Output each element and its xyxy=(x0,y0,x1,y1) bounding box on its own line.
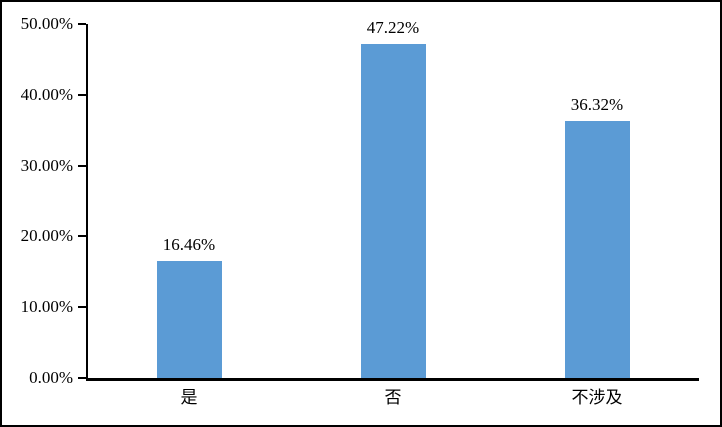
y-tick-label: 30.00% xyxy=(20,155,73,175)
y-tick-mark xyxy=(78,235,86,238)
y-tick-label: 50.00% xyxy=(20,14,73,33)
y-tick-mark xyxy=(78,377,86,379)
x-category-label: 不涉及 xyxy=(571,388,623,407)
y-tick-mark xyxy=(78,93,86,96)
y-tick-label: 40.00% xyxy=(20,84,73,104)
y-tick-label: 10.00% xyxy=(20,297,73,317)
y-tick-label: 20.00% xyxy=(20,226,73,246)
x-category-label: 是 xyxy=(180,388,198,407)
bar-2 xyxy=(360,43,426,378)
bar-3 xyxy=(564,120,630,378)
y-tick-mark xyxy=(78,306,86,309)
y-tick-mark xyxy=(78,164,86,167)
x-axis-line xyxy=(86,378,699,381)
bar-value-label: 47.22% xyxy=(366,17,420,37)
bar-value-label: 36.32% xyxy=(570,94,624,114)
bar-value-label: 16.46% xyxy=(162,235,216,255)
y-tick-mark xyxy=(78,23,86,25)
y-tick-label: 0.00% xyxy=(29,368,73,387)
y-axis-line xyxy=(86,24,88,380)
x-category-label: 否 xyxy=(384,388,402,407)
bar-1 xyxy=(156,261,222,378)
